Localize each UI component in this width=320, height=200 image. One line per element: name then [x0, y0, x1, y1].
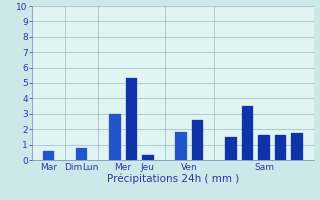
Bar	[125, 78, 137, 160]
Bar	[258, 135, 270, 160]
X-axis label: Précipitations 24h ( mm ): Précipitations 24h ( mm )	[107, 173, 239, 184]
Bar	[109, 114, 121, 160]
Bar	[43, 151, 54, 160]
Bar	[291, 133, 303, 160]
Bar	[76, 148, 87, 160]
Bar	[175, 132, 187, 160]
Bar	[225, 137, 236, 160]
Bar	[142, 155, 154, 160]
Bar	[275, 135, 286, 160]
Bar	[242, 106, 253, 160]
Bar	[192, 120, 204, 160]
